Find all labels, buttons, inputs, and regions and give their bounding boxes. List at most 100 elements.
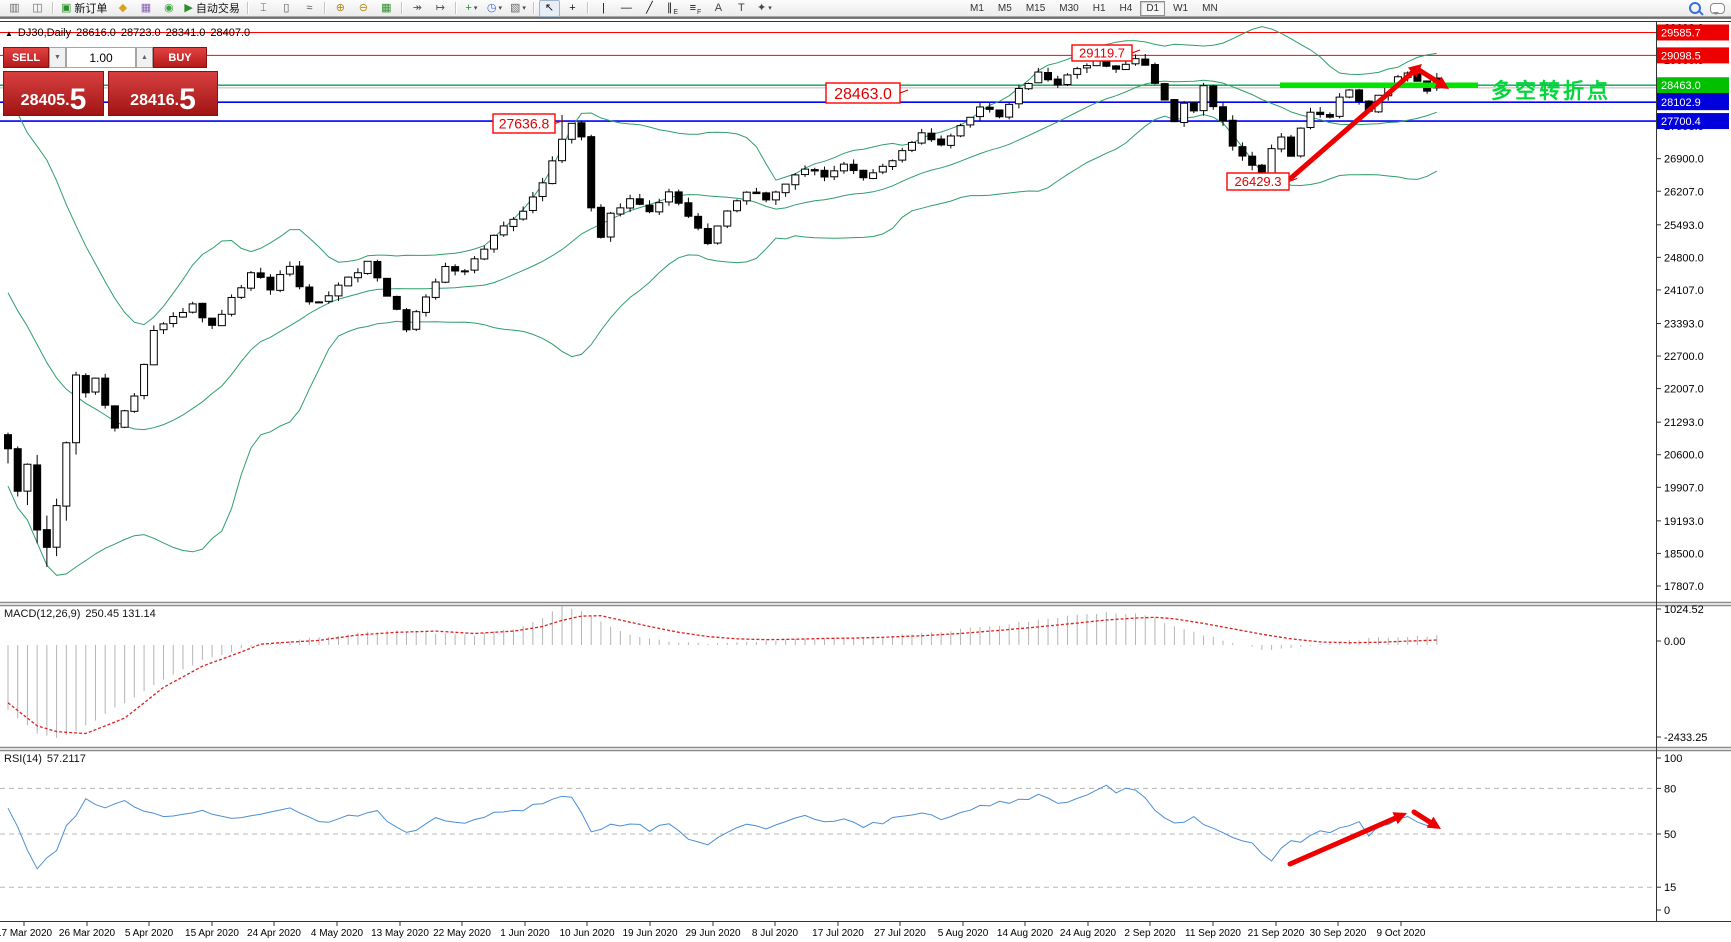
cn-turning-point-label: 多空转折点 <box>1491 79 1611 103</box>
tile-windows-icon[interactable]: ▦ <box>381 1 392 14</box>
macd-indicator-label: MACD(12,26,9) 250.45 131.14 <box>4 608 161 620</box>
annotations: 多空转折点 29119.7 28463.0 27636.8 26429.3 <box>492 44 1611 867</box>
timeframe-h4[interactable]: H4 <box>1119 3 1133 14</box>
svg-text:30 Sep 2020: 30 Sep 2020 <box>1310 928 1367 939</box>
price-axis: 29693.029000.027593.026900.026207.025493… <box>1656 22 1729 917</box>
svg-text:80: 80 <box>1664 783 1676 795</box>
svg-text:28463.0: 28463.0 <box>834 86 892 103</box>
sell-price-pip: 5 <box>69 83 87 116</box>
svg-text:26 Mar 2020: 26 Mar 2020 <box>59 928 116 939</box>
crosshair-icon[interactable]: + <box>569 1 576 14</box>
new-order-button[interactable]: ▣ 新订单 <box>61 1 108 16</box>
svg-text:17 Mar 2020: 17 Mar 2020 <box>0 928 53 939</box>
candles-mode-icon[interactable]: ▯ <box>283 1 290 14</box>
svg-text:24 Apr 2020: 24 Apr 2020 <box>247 928 301 939</box>
volume-decrease-button[interactable]: ▼ <box>49 47 66 68</box>
volume-increase-button[interactable]: ▲ <box>136 47 153 68</box>
buy-price-dot: . <box>174 92 180 109</box>
svg-text:17807.0: 17807.0 <box>1664 581 1704 593</box>
timeframe-toolbar: M1 M5 M15 M30 H1 H4 D1 W1 MN <box>963 1 1225 16</box>
svg-text:26900.0: 26900.0 <box>1664 154 1704 166</box>
rsi-values: 57.2117 <box>46 753 86 765</box>
volume-input[interactable]: 1.00 <box>66 47 136 68</box>
toolbar-separator <box>246 2 249 14</box>
svg-text:24800.0: 24800.0 <box>1664 252 1704 264</box>
trendline-icon[interactable]: ╱ <box>646 1 653 14</box>
buy-price-pip: 5 <box>179 83 196 116</box>
bars-mode-icon[interactable]: ⌶ <box>260 1 267 14</box>
svg-text:0: 0 <box>1664 905 1670 917</box>
timeframe-mn[interactable]: MN <box>1202 3 1218 14</box>
search-icon[interactable] <box>1689 2 1701 14</box>
svg-text:8 Jul 2020: 8 Jul 2020 <box>752 928 799 939</box>
market-icon[interactable]: ▦ <box>140 1 152 14</box>
indicators-icon[interactable]: + ▾ <box>465 1 478 14</box>
timeframe-m15[interactable]: M15 <box>1025 3 1046 14</box>
svg-text:29119.7: 29119.7 <box>1079 46 1125 61</box>
svg-text:24107.0: 24107.0 <box>1664 285 1704 297</box>
timeframe-h1[interactable]: H1 <box>1092 3 1106 14</box>
svg-text:5 Aug 2020: 5 Aug 2020 <box>938 928 989 939</box>
price-callout <box>1071 44 1133 62</box>
symbol-marker-icon: ▲ <box>5 29 13 38</box>
svg-text:4 May 2020: 4 May 2020 <box>311 928 364 939</box>
toolbar-right <box>1689 2 1725 15</box>
channel-icon[interactable]: ∥ E <box>666 1 678 16</box>
timeframe-m30[interactable]: M30 <box>1059 3 1079 14</box>
new-chart-icon[interactable]: ▥ <box>9 1 20 14</box>
svg-text:27636.8: 27636.8 <box>499 116 550 132</box>
line-mode-icon[interactable]: ≈ <box>306 1 313 14</box>
svg-text:19193.0: 19193.0 <box>1664 516 1704 528</box>
toolbar-separator <box>454 2 457 14</box>
buy-price-button[interactable]: 28416. 5 <box>108 71 218 116</box>
cursor-icon[interactable]: ↖ <box>538 0 560 17</box>
svg-text:100: 100 <box>1664 753 1682 765</box>
svg-text:15 Apr 2020: 15 Apr 2020 <box>185 928 239 939</box>
auto-scroll-icon[interactable]: ↠ <box>412 1 422 14</box>
svg-text:21293.0: 21293.0 <box>1664 417 1704 429</box>
profiles-icon[interactable]: ◫ <box>32 1 43 14</box>
chart-shift-icon[interactable]: ↦ <box>435 1 445 14</box>
svg-text:21 Sep 2020: 21 Sep 2020 <box>1248 928 1305 939</box>
timeframe-m1[interactable]: M1 <box>970 3 984 14</box>
sell-price-button[interactable]: 28405. 5 <box>3 71 104 116</box>
toolbar-separator <box>323 2 326 14</box>
sell-button[interactable]: SELL <box>3 47 49 68</box>
timeframe-m5[interactable]: M5 <box>997 3 1012 14</box>
ohlc-low: 28341.0 <box>165 27 206 39</box>
svg-text:25493.0: 25493.0 <box>1664 220 1704 232</box>
autotrade-button[interactable]: ▶ 自动交易 <box>184 1 240 16</box>
signals-icon[interactable]: ◉ <box>164 1 174 14</box>
svg-text:18500.0: 18500.0 <box>1664 548 1704 560</box>
svg-text:-2433.25: -2433.25 <box>1664 732 1707 744</box>
timeframe-d1[interactable]: D1 <box>1140 1 1166 16</box>
svg-text:2 Sep 2020: 2 Sep 2020 <box>1124 928 1176 939</box>
timeframe-w1[interactable]: W1 <box>1173 3 1189 14</box>
svg-text:22 May 2020: 22 May 2020 <box>433 928 491 939</box>
one-click-trade-panel: SELL ▼ 1.00 ▲ BUY 28405. 5 28416. 5 <box>3 47 218 116</box>
svg-text:19 Jun 2020: 19 Jun 2020 <box>622 928 677 939</box>
svg-text:29 Jun 2020: 29 Jun 2020 <box>685 928 740 939</box>
text-icon[interactable]: A <box>714 1 723 14</box>
zoom-out-icon[interactable]: ⊖ <box>358 1 368 14</box>
svg-text:28463.0: 28463.0 <box>1661 80 1701 92</box>
chat-icon[interactable] <box>1710 2 1725 15</box>
svg-text:15: 15 <box>1664 882 1676 894</box>
periods-icon[interactable]: ◷ ▾ <box>486 1 502 14</box>
arrows-icon[interactable]: ✦ ▾ <box>757 1 772 14</box>
buy-price-main: 28416 <box>130 92 175 109</box>
templates-icon[interactable]: ▧ ▾ <box>510 1 526 14</box>
buy-button[interactable]: BUY <box>153 47 207 68</box>
ohlc-close: 28407.0 <box>210 27 251 39</box>
fibonacci-icon[interactable]: ≡ F <box>689 1 702 16</box>
price-callout <box>1226 172 1290 191</box>
zoom-in-icon[interactable]: ⊕ <box>335 1 345 14</box>
svg-text:20600.0: 20600.0 <box>1664 450 1704 462</box>
metaeditor-icon[interactable]: ◆ <box>118 1 128 14</box>
hline-icon[interactable]: — <box>620 1 632 14</box>
svg-text:29098.5: 29098.5 <box>1661 50 1701 62</box>
label-icon[interactable]: T <box>738 1 745 14</box>
vline-icon[interactable]: | <box>601 1 605 14</box>
